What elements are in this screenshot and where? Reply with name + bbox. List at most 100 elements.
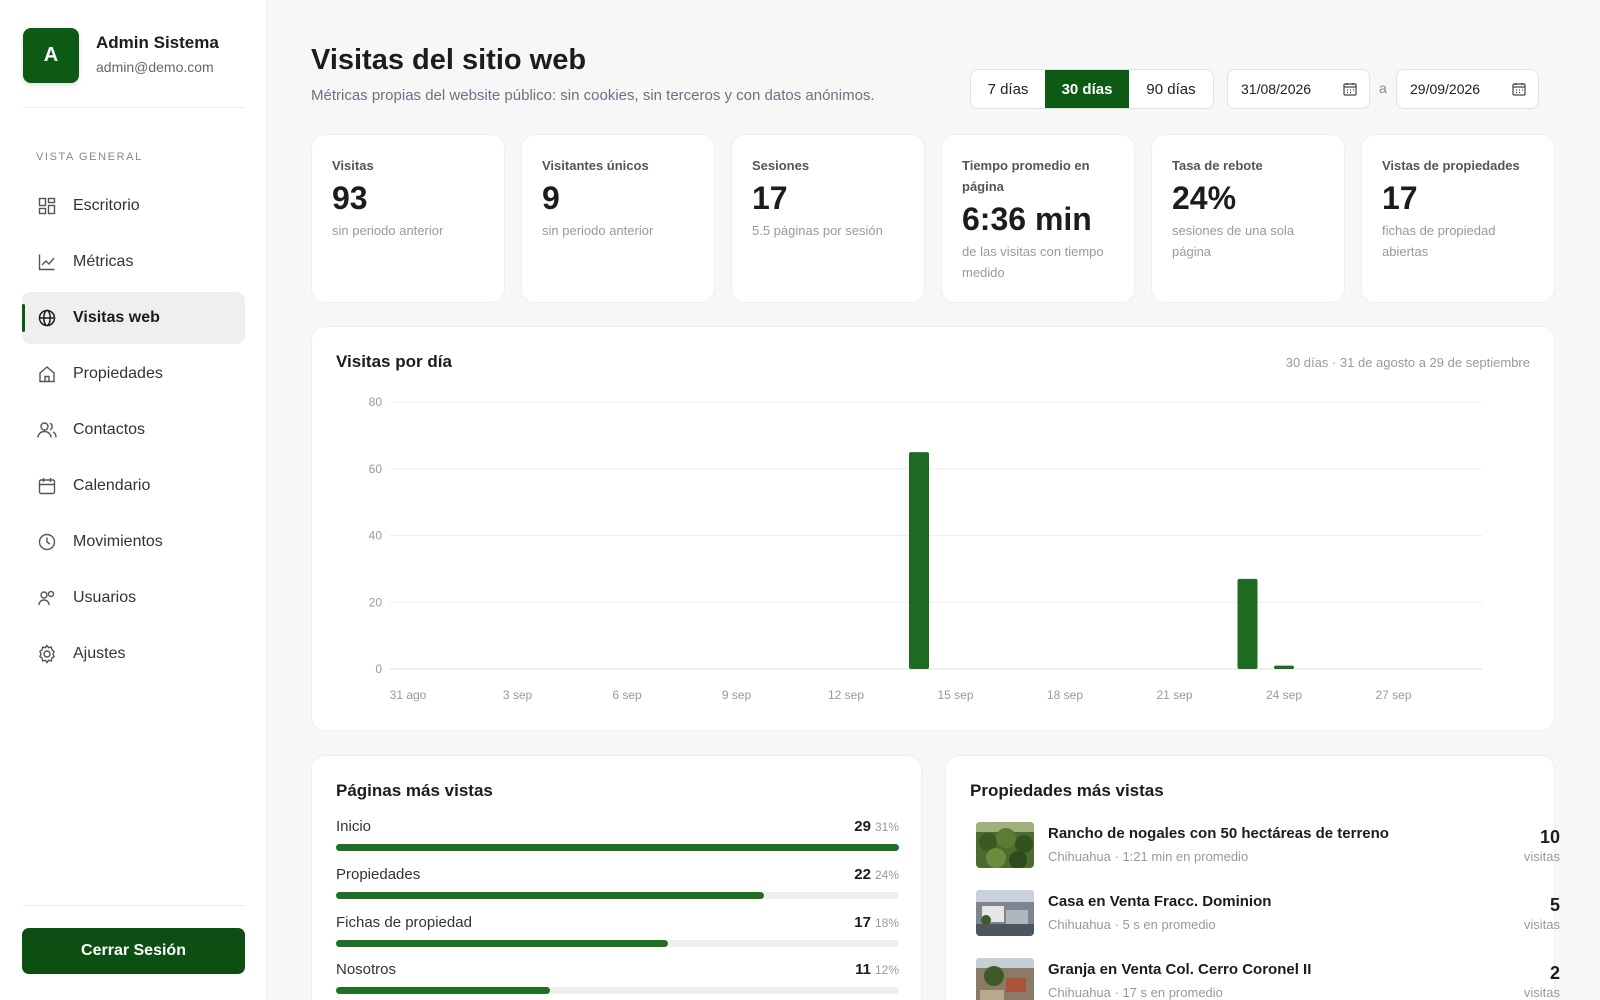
calendar-icon[interactable] xyxy=(1343,82,1357,99)
sidebar-nav: Escritorio Métricas Visitas web Propieda… xyxy=(22,180,245,684)
x-tick-label: 18 sep xyxy=(1047,688,1083,702)
kpi-value: 6:36 min xyxy=(962,201,1092,237)
kpi-value: 93 xyxy=(332,180,368,216)
property-visit-unit: visitas xyxy=(1523,985,1560,1000)
logout-button[interactable]: Cerrar Sesión xyxy=(22,928,245,974)
page-count: 29 31% xyxy=(854,818,899,835)
page-title: Visitas del sitio web xyxy=(311,44,587,76)
sidebar-item-propiedades[interactable]: Propiedades xyxy=(22,348,245,400)
kpi-subtext: sin periodo anterior xyxy=(332,223,444,238)
property-visit-count: 2 xyxy=(1549,963,1560,983)
sidebar-item-movimientos[interactable]: Movimientos xyxy=(22,516,245,568)
property-row[interactable]: Rancho de nogales con 50 hectáreas de te… xyxy=(976,822,1560,870)
profile-email: admin@demo.com xyxy=(96,59,214,75)
page-count-value: 11 xyxy=(855,961,871,978)
page-bar-track xyxy=(336,987,899,994)
kpi-value: 9 xyxy=(542,180,560,216)
x-tick-label: 31 ago xyxy=(390,688,427,702)
y-tick-label: 40 xyxy=(369,529,383,543)
x-tick-label: 15 sep xyxy=(937,688,973,702)
sidebar-item-label: Métricas xyxy=(73,253,134,270)
kpi-value: 17 xyxy=(752,180,788,216)
kpi-subtext: sin periodo anterior xyxy=(542,223,654,238)
kpi-subtext: de las visitas con tiempo medido xyxy=(962,244,1104,280)
date-from-value: 31/08/2026 xyxy=(1241,81,1312,97)
chart-title: Visitas por día xyxy=(336,352,452,371)
kpi-label: Tasa de rebote xyxy=(1172,158,1263,173)
chart-bar[interactable] xyxy=(909,452,929,669)
x-tick-label: 3 sep xyxy=(503,688,533,702)
kpi-subtext: fichas de propiedad abiertas xyxy=(1382,223,1496,259)
sidebar-item-label: Usuarios xyxy=(73,589,137,606)
kpi-card-tasa-rebote: Tasa de rebote 24% sesiones de una sola … xyxy=(1151,134,1345,303)
date-from-input[interactable]: 31/08/2026 xyxy=(1227,69,1370,109)
sidebar-item-calendario[interactable]: Calendario xyxy=(22,460,245,512)
kpi-label: Vistas de propiedades xyxy=(1382,158,1520,173)
sidebar-item-escritorio[interactable]: Escritorio xyxy=(22,180,245,232)
range-90-days-button[interactable]: 90 días xyxy=(1146,80,1196,98)
page-bar-fill xyxy=(336,987,550,994)
y-tick-label: 60 xyxy=(369,462,383,476)
kpi-subtext: sesiones de una sola página xyxy=(1172,223,1295,259)
page-name: Nosotros xyxy=(336,961,397,978)
property-thumbnail xyxy=(976,822,1034,868)
page-count-value: 22 xyxy=(854,866,871,883)
page-pct: 18% xyxy=(874,916,899,930)
kpi-label: Visitantes únicos xyxy=(542,158,649,173)
property-visit-unit: visitas xyxy=(1523,917,1560,932)
x-tick-label: 12 sep xyxy=(828,688,864,702)
date-to-value: 29/09/2026 xyxy=(1410,81,1481,97)
range-7-days-button[interactable]: 7 días xyxy=(987,80,1029,98)
kpi-card-vistas-propiedades: Vistas de propiedades 17 fichas de propi… xyxy=(1361,134,1555,303)
calendar-icon xyxy=(37,476,57,496)
property-thumbnail xyxy=(976,890,1034,936)
sidebar: A Admin Sistema admin@demo.com VISTA GEN… xyxy=(0,0,267,1000)
range-30-days-button[interactable]: 30 días xyxy=(1045,70,1129,108)
chart-line-icon xyxy=(37,252,57,272)
page-row: Fichas de propiedad 17 18% xyxy=(336,914,899,954)
page-row: Inicio 29 31% xyxy=(336,818,899,858)
chart-bar[interactable] xyxy=(1237,578,1258,669)
sidebar-item-usuarios[interactable]: Usuarios xyxy=(22,572,245,624)
avatar: A xyxy=(23,28,79,83)
date-separator: a xyxy=(1379,80,1387,96)
page-bar-track xyxy=(336,844,899,851)
property-meta: Chihuahua · 1:21 min en promedio xyxy=(1048,849,1249,864)
sidebar-item-contactos[interactable]: Contactos xyxy=(22,404,245,456)
sidebar-item-ajustes[interactable]: Ajustes xyxy=(22,628,245,680)
sidebar-item-label: Escritorio xyxy=(73,197,140,214)
clock-icon xyxy=(37,532,57,552)
calendar-icon[interactable] xyxy=(1512,82,1526,99)
sidebar-item-label: Calendario xyxy=(73,477,151,494)
sidebar-item-visitas-web[interactable]: Visitas web xyxy=(22,292,245,344)
top-properties-card: Propiedades más vistas Rancho de nogales… xyxy=(945,755,1560,1000)
page-pct: 12% xyxy=(874,963,899,977)
property-row[interactable]: Casa en Venta Fracc. Dominion Chihuahua … xyxy=(976,890,1560,938)
nav-section-label: VISTA GENERAL xyxy=(36,151,143,163)
x-tick-label: 21 sep xyxy=(1156,688,1192,702)
property-name: Granja en Venta Col. Cerro Coronel II xyxy=(1048,961,1312,978)
sidebar-item-label: Contactos xyxy=(73,421,146,438)
date-to-input[interactable]: 29/09/2026 xyxy=(1396,69,1539,109)
page-count: 22 24% xyxy=(854,866,899,883)
kpi-label: Sesiones xyxy=(752,158,810,173)
sidebar-item-metricas[interactable]: Métricas xyxy=(22,236,245,288)
property-name: Rancho de nogales con 50 hectáreas de te… xyxy=(1048,825,1389,842)
profile-name: Admin Sistema xyxy=(96,33,219,52)
page-bar-fill xyxy=(336,940,669,947)
sidebar-divider xyxy=(23,905,245,906)
property-visit-unit: visitas xyxy=(1523,849,1560,864)
x-tick-label: 27 sep xyxy=(1375,688,1411,702)
property-row[interactable]: Granja en Venta Col. Cerro Coronel II Ch… xyxy=(976,958,1560,1000)
property-meta: Chihuahua · 5 s en promedio xyxy=(1048,917,1216,932)
page-bar-track xyxy=(336,892,899,899)
y-tick-label: 80 xyxy=(369,395,383,409)
kpi-subtext: 5.5 páginas por sesión xyxy=(752,223,883,238)
page-name: Inicio xyxy=(336,818,372,835)
x-tick-label: 9 sep xyxy=(722,688,752,702)
kpi-card-tiempo-promedio: Tiempo promedio en página 6:36 min de la… xyxy=(941,134,1135,303)
y-tick-label: 0 xyxy=(375,662,382,676)
property-visit-count: 10 xyxy=(1539,827,1560,847)
sidebar-item-label: Movimientos xyxy=(73,533,163,550)
chart-bar[interactable] xyxy=(1274,665,1294,669)
